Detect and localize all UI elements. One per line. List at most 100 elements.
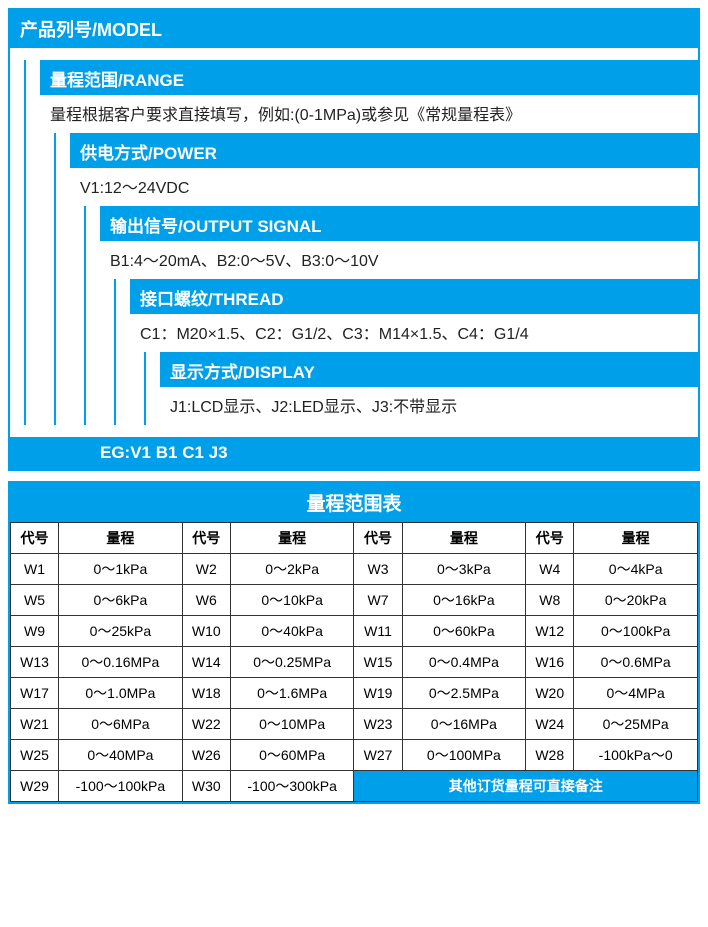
cell-range: -100kPa～0	[574, 740, 698, 771]
cell-code: W19	[354, 678, 402, 709]
cell-range: 0～4MPa	[574, 678, 698, 709]
cell-range: -100～300kPa	[230, 771, 354, 802]
cell-range: 0～40kPa	[230, 616, 354, 647]
cell-code: W25	[11, 740, 59, 771]
cell-range: 0～20kPa	[574, 585, 698, 616]
cell-range: 0～4kPa	[574, 554, 698, 585]
cell-code: W3	[354, 554, 402, 585]
node-thread: 接口螺纹/THREAD C1：M20×1.5、C2：G1/2、C3：M14×1.…	[130, 279, 698, 425]
cell-code: W15	[354, 647, 402, 678]
range-table-header-row: 代号 量程 代号 量程 代号 量程 代号 量程	[11, 523, 698, 554]
cell-code: W14	[182, 647, 230, 678]
col-range: 量程	[59, 523, 183, 554]
cell-code: W9	[11, 616, 59, 647]
node-power-title: 供电方式/POWER	[70, 135, 698, 168]
cell-code: W11	[354, 616, 402, 647]
cell-range: 0～6kPa	[59, 585, 183, 616]
table-row: W50～6kPaW60～10kPaW70～16kPaW80～20kPa	[11, 585, 698, 616]
cell-code: W20	[526, 678, 574, 709]
node-output-title: 输出信号/OUTPUT SIGNAL	[100, 208, 698, 241]
node-output: 输出信号/OUTPUT SIGNAL B1:4～20mA、B2:0～5V、B3:…	[100, 206, 698, 425]
cell-range: 0～3kPa	[402, 554, 526, 585]
range-panel: 量程范围表 代号 量程 代号 量程 代号 量程 代号 量程 W10～1kPaW2…	[8, 481, 700, 804]
node-thread-body: C1：M20×1.5、C2：G1/2、C3：M14×1.5、C4：G1/4	[130, 314, 698, 352]
node-output-body: B1:4～20mA、B2:0～5V、B3:0～10V	[100, 241, 698, 279]
cell-code: W22	[182, 709, 230, 740]
cell-range: 0～0.16MPa	[59, 647, 183, 678]
cell-range: 0～100kPa	[574, 616, 698, 647]
col-range: 量程	[230, 523, 354, 554]
cell-range: 0～2.5MPa	[402, 678, 526, 709]
cell-code: W24	[526, 709, 574, 740]
model-panel: 产品列号/MODEL 量程范围/RANGE 量程根据客户要求直接填写，例如:(0…	[8, 8, 700, 471]
cell-code: W7	[354, 585, 402, 616]
cell-code: W27	[354, 740, 402, 771]
cell-code: W28	[526, 740, 574, 771]
cell-code: W5	[11, 585, 59, 616]
cell-range: 0～6MPa	[59, 709, 183, 740]
range-table-title: 量程范围表	[10, 483, 698, 522]
cell-range: 0～40MPa	[59, 740, 183, 771]
cell-range: 0～60MPa	[230, 740, 354, 771]
cell-range: 0～100MPa	[402, 740, 526, 771]
cell-range: 0～25MPa	[574, 709, 698, 740]
cell-code: W17	[11, 678, 59, 709]
node-power-body: V1:12～24VDC	[70, 168, 698, 206]
table-row: W29-100～100kPaW30-100～300kPa其他订货量程可直接备注	[11, 771, 698, 802]
node-range-body: 量程根据客户要求直接填写，例如:(0-1MPa)或参见《常规量程表》	[40, 95, 698, 133]
node-thread-title: 接口螺纹/THREAD	[130, 281, 698, 314]
model-title: 产品列号/MODEL	[10, 10, 698, 48]
example-line: EG:V1 B1 C1 J3	[10, 437, 698, 469]
cell-code: W4	[526, 554, 574, 585]
cell-code: W16	[526, 647, 574, 678]
cell-range: 0～0.25MPa	[230, 647, 354, 678]
cell-range: 0～1kPa	[59, 554, 183, 585]
range-table-footer: 其他订货量程可直接备注	[354, 771, 698, 802]
col-code: 代号	[354, 523, 402, 554]
cell-range: 0～60kPa	[402, 616, 526, 647]
cell-code: W26	[182, 740, 230, 771]
table-row: W130～0.16MPaW140～0.25MPaW150～0.4MPaW160～…	[11, 647, 698, 678]
col-code: 代号	[11, 523, 59, 554]
node-range: 量程范围/RANGE 量程根据客户要求直接填写，例如:(0-1MPa)或参见《常…	[40, 60, 698, 425]
node-display-title: 显示方式/DISPLAY	[160, 354, 698, 387]
table-row: W250～40MPaW260～60MPaW270～100MPaW28-100kP…	[11, 740, 698, 771]
cell-code: W30	[182, 771, 230, 802]
cell-code: W18	[182, 678, 230, 709]
cell-code: W23	[354, 709, 402, 740]
cell-code: W1	[11, 554, 59, 585]
cell-range: 0～16kPa	[402, 585, 526, 616]
node-display: 显示方式/DISPLAY J1:LCD显示、J2:LED显示、J3:不带显示	[160, 352, 698, 425]
cell-range: 0～25kPa	[59, 616, 183, 647]
cell-code: W13	[11, 647, 59, 678]
cell-code: W29	[11, 771, 59, 802]
cell-range: 0～0.4MPa	[402, 647, 526, 678]
cell-range: 0～10MPa	[230, 709, 354, 740]
cell-code: W10	[182, 616, 230, 647]
node-range-title: 量程范围/RANGE	[40, 62, 698, 95]
node-power: 供电方式/POWER V1:12～24VDC 输出信号/OUTPUT SIGNA…	[70, 133, 698, 425]
table-row: W90～25kPaW100～40kPaW110～60kPaW120～100kPa	[11, 616, 698, 647]
cell-range: 0～2kPa	[230, 554, 354, 585]
table-row: W170～1.0MPaW180～1.6MPaW190～2.5MPaW200～4M…	[11, 678, 698, 709]
cell-range: 0～16MPa	[402, 709, 526, 740]
cell-code: W21	[11, 709, 59, 740]
tree-spine	[10, 60, 40, 425]
cell-code: W8	[526, 585, 574, 616]
cell-code: W12	[526, 616, 574, 647]
cell-range: 0～0.6MPa	[574, 647, 698, 678]
col-code: 代号	[526, 523, 574, 554]
col-range: 量程	[574, 523, 698, 554]
col-code: 代号	[182, 523, 230, 554]
col-range: 量程	[402, 523, 526, 554]
range-table: 代号 量程 代号 量程 代号 量程 代号 量程 W10～1kPaW20～2kPa…	[10, 522, 698, 802]
cell-range: 0～10kPa	[230, 585, 354, 616]
table-row: W210～6MPaW220～10MPaW230～16MPaW240～25MPa	[11, 709, 698, 740]
cell-range: -100～100kPa	[59, 771, 183, 802]
table-row: W10～1kPaW20～2kPaW30～3kPaW40～4kPa	[11, 554, 698, 585]
cell-code: W6	[182, 585, 230, 616]
cell-range: 0～1.0MPa	[59, 678, 183, 709]
cell-range: 0～1.6MPa	[230, 678, 354, 709]
node-display-body: J1:LCD显示、J2:LED显示、J3:不带显示	[160, 387, 698, 425]
cell-code: W2	[182, 554, 230, 585]
